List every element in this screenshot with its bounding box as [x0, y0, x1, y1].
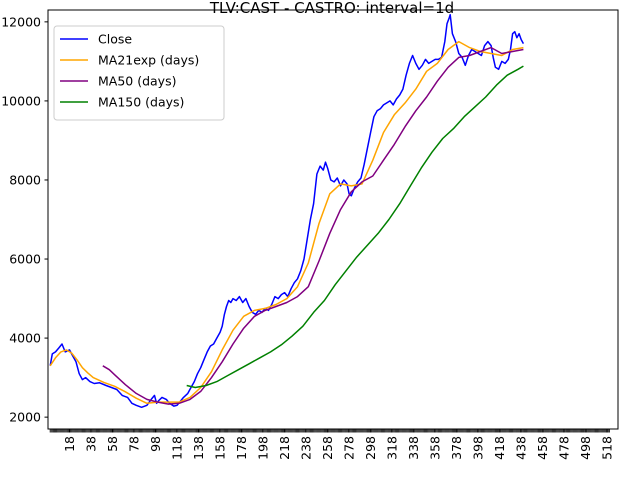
y-tick-label: 8000: [9, 172, 41, 187]
y-tick-label: 4000: [9, 331, 41, 346]
legend-label-ma21exp-days: MA21exp (days): [98, 53, 199, 68]
x-tick-label: 498: [578, 436, 593, 460]
chart-title: TLV:CAST - CASTRO: interval=1d: [209, 0, 454, 17]
x-tick-label: 178: [234, 436, 249, 460]
x-tick-label: 78: [127, 436, 142, 452]
x-tick-label: 238: [299, 436, 314, 460]
x-tick-label: 298: [363, 436, 378, 460]
x-tick-label: 218: [277, 436, 292, 460]
x-tick-label: 198: [256, 436, 271, 460]
legend-label-close: Close: [98, 32, 132, 47]
x-tick-label: 98: [148, 436, 163, 452]
plot-frame: [47, 9, 619, 430]
y-tick-label: 6000: [9, 252, 41, 267]
y-tick-label: 10000: [1, 93, 41, 108]
legend-label-ma150-days: MA150 (days): [98, 95, 184, 110]
y-tick-label: 12000: [1, 14, 41, 29]
x-tick-label: 58: [105, 436, 120, 452]
x-axis: 18 38 58 78 98 118 138 158 178 198 218 238 258 278 298…: [49, 429, 615, 460]
legend-label-ma50-days: MA50 (days): [98, 74, 176, 89]
x-tick-label: 258: [320, 436, 335, 460]
x-tick-label: 398: [471, 436, 486, 460]
y-axis: 2000 4000 6000 8000 10000 12000: [1, 14, 48, 425]
x-tick-label: 458: [535, 436, 550, 460]
x-tick-label: 338: [406, 436, 421, 460]
x-tick-label: 18: [62, 436, 77, 452]
x-tick-label: 518: [600, 436, 615, 460]
x-tick-label: 418: [492, 436, 507, 460]
series-line-ma21exp-days: [49, 40, 524, 405]
series-line-close: [49, 13, 525, 409]
x-tick-label: 478: [557, 436, 572, 460]
x-tick-label: 118: [170, 436, 185, 460]
x-tick-label: 158: [213, 436, 228, 460]
x-tick-label: 318: [385, 436, 400, 460]
legend-frame: [53, 25, 225, 121]
y-tick-label: 2000: [9, 410, 41, 425]
x-tick-label: 358: [428, 436, 443, 460]
series-layer: [49, 13, 525, 409]
legend: Close MA21exp (days) MA50 (days) MA150 (day…: [53, 25, 225, 121]
x-tick-label: 278: [342, 436, 357, 460]
series-line-ma150-days: [186, 65, 524, 389]
series-line-ma50-days: [102, 46, 524, 405]
x-tick-label: 38: [84, 436, 99, 452]
x-tick-label: 438: [514, 436, 529, 460]
x-tick-label: 138: [191, 436, 206, 460]
x-tick-label: 378: [449, 436, 464, 460]
